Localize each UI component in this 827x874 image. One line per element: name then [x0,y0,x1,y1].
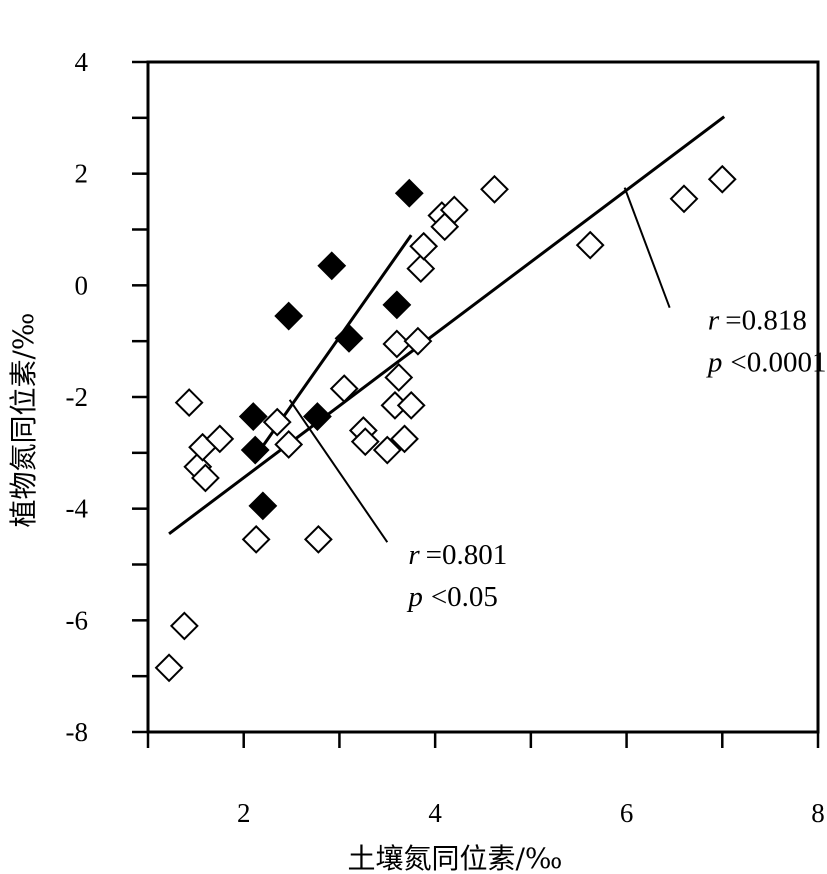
r-value: =0.818 [725,305,807,337]
filled-diamond-point [382,290,412,320]
open-diamond-point [329,374,359,404]
y-tick-label: -8 [66,717,89,747]
filled-diamond-point [394,178,424,208]
annotation-all-p-text: p <0.0001 [706,347,827,379]
open-diamond-point [390,424,419,454]
open-diamond-point [707,164,737,194]
open-diamond-point [303,524,333,554]
open-diamond-point [384,363,414,392]
annotation-filled-p-text: p <0.05 [406,581,498,613]
x-tick-label: 4 [428,798,442,828]
r-symbol: r [708,305,720,337]
x-tick-label: 2 [237,798,251,828]
filled-diamond-point [317,251,347,281]
y-tick-label: -4 [66,494,89,524]
filled-diamond-point [334,323,364,353]
x-axis-title: 土壤氮同位素/‰ [347,842,562,874]
x-tick-label: 8 [811,798,825,828]
plot-frame [146,60,820,734]
p-symbol: p [406,581,423,613]
open-diamond-point [274,430,304,459]
filled-diamond-point [248,491,278,521]
regression-all-line [168,115,726,535]
open-diamond-point [191,463,220,493]
open-diamond-point [669,184,699,214]
p-symbol: p [706,347,723,379]
annotation-filled-pointer [288,399,389,543]
fit-lines [168,115,726,535]
filled-diamond-point [238,402,268,431]
r-value: =0.801 [426,539,508,571]
open-diamond-point [169,611,199,641]
y-tick-label: 2 [75,159,89,189]
tick-marks [132,60,820,748]
open-diamond-point [396,390,426,420]
annotation-all-pointer [623,187,671,309]
filled-diamond-point [240,435,270,465]
x-tick-label: 6 [620,798,634,828]
y-axis-title: 植物氮同位素/‰ [7,312,40,527]
open-diamond-point [372,435,402,465]
p-value: <0.05 [431,581,498,613]
open-diamond-point [241,524,271,554]
data-points [154,164,737,683]
annotation-filled-r-text: r =0.801 [408,539,507,571]
open-diamond-point [262,407,292,437]
annotation-all-r-text: r =0.818 [708,305,807,337]
open-diamond-point [382,329,412,359]
open-diamond-point [154,653,184,683]
y-tick-label: 4 [75,47,89,77]
p-value: <0.0001 [730,347,826,379]
y-tick-label: -2 [66,382,89,412]
r-symbol: r [408,539,420,571]
filled-diamond-point [274,301,304,331]
y-tick-label: 0 [75,270,89,300]
open-diamond-point [350,427,380,457]
open-diamond-point [406,254,436,283]
open-diamond-point [480,174,509,204]
filled-diamond-point [303,402,332,431]
tick-labels: 2 4 6 8 4 2 0 -2 -4 -6 -8 [66,47,825,828]
annotation-pointers [288,187,671,543]
open-diamond-point [575,230,605,260]
open-diamond-point [409,231,439,261]
y-tick-label: -6 [66,605,89,635]
open-diamond-point [403,326,433,356]
open-diamond-point [205,424,235,454]
open-diamond-point [439,195,469,225]
open-diamond-point [174,388,204,417]
